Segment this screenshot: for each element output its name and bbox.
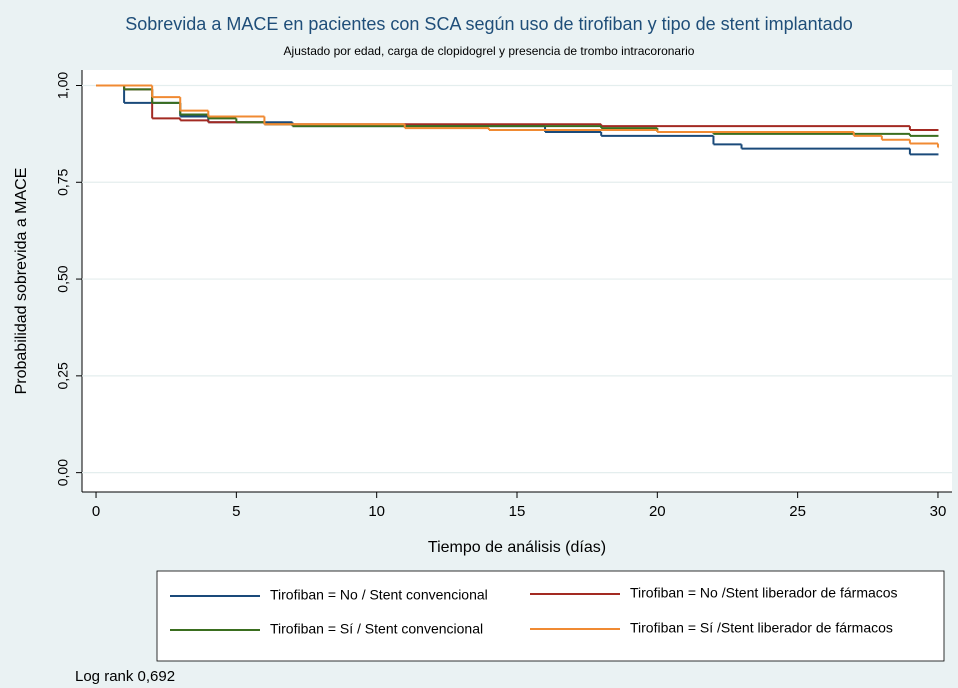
legend-label: Tirofiban = No /Stent liberador de fárma…	[630, 585, 898, 601]
y-tick-label: 0,00	[55, 459, 71, 486]
legend-label: Tirofiban = No / Stent convencional	[270, 587, 488, 603]
y-tick-label: 0,75	[55, 168, 71, 195]
annotation: Log rank 0,692	[75, 668, 175, 685]
legend-label: Tirofiban = Sí / Stent convencional	[270, 621, 483, 637]
x-tick-label: 25	[789, 503, 806, 520]
plot-area	[82, 70, 952, 492]
chart-subtitle: Ajustado por edad, carga de clopidogrel …	[284, 44, 695, 58]
legend	[156, 570, 945, 662]
y-tick-label: 1,00	[55, 72, 71, 99]
x-tick-label: 20	[649, 503, 666, 520]
x-tick-label: 15	[509, 503, 526, 520]
y-tick-label: 0,25	[55, 362, 71, 389]
y-tick-label: 0,50	[55, 265, 71, 292]
x-tick-label: 30	[930, 503, 947, 520]
x-axis-title: Tiempo de análisis (días)	[428, 539, 606, 556]
chart-title: Sobrevida a MACE en pacientes con SCA se…	[125, 14, 852, 34]
legend-label: Tirofiban = Sí /Stent liberador de fárma…	[630, 620, 893, 636]
y-axis-title: Probabilidad sobrevida a MACE	[13, 168, 30, 395]
x-tick-label: 5	[232, 503, 240, 520]
x-tick-label: 0	[92, 503, 100, 520]
x-tick-label: 10	[368, 503, 385, 520]
